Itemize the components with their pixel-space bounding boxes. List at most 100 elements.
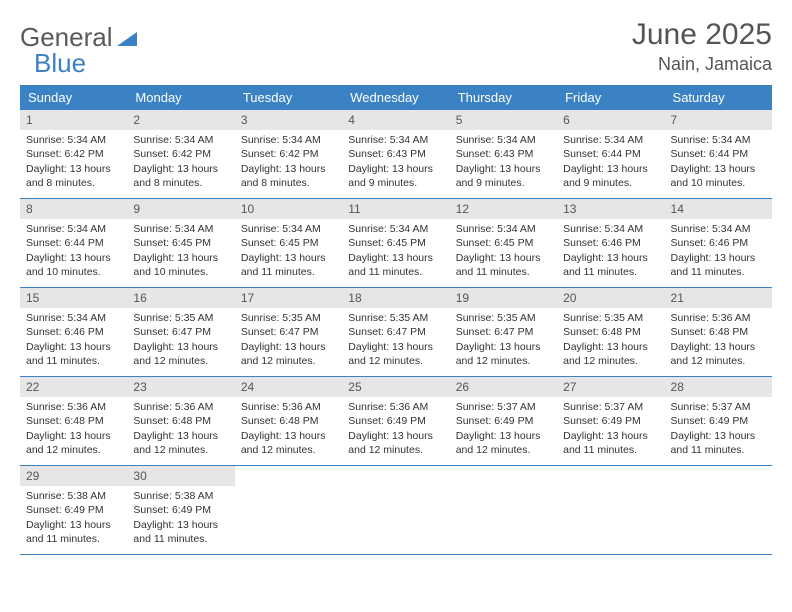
sunrise-line: Sunrise: 5:34 AM <box>671 222 766 236</box>
date-number: 1 <box>20 110 127 130</box>
sunset-line: Sunset: 6:47 PM <box>133 325 228 339</box>
date-number: 17 <box>235 288 342 308</box>
daylight-line: Daylight: 13 hours and 12 minutes. <box>456 340 551 368</box>
daylight-line: Daylight: 13 hours and 11 minutes. <box>456 251 551 279</box>
sunrise-line: Sunrise: 5:38 AM <box>26 489 121 503</box>
sunset-line: Sunset: 6:45 PM <box>348 236 443 250</box>
day-content: Sunrise: 5:34 AMSunset: 6:46 PMDaylight:… <box>557 221 664 283</box>
day-content: Sunrise: 5:37 AMSunset: 6:49 PMDaylight:… <box>665 399 772 461</box>
sunset-line: Sunset: 6:46 PM <box>26 325 121 339</box>
sunrise-line: Sunrise: 5:34 AM <box>133 222 228 236</box>
sunrise-line: Sunrise: 5:36 AM <box>671 311 766 325</box>
date-number: 30 <box>127 466 234 486</box>
sunrise-line: Sunrise: 5:35 AM <box>241 311 336 325</box>
day-cell: 15 Sunrise: 5:34 AMSunset: 6:46 PMDayligh… <box>20 288 127 376</box>
daylight-line: Daylight: 13 hours and 12 minutes. <box>133 429 228 457</box>
sunrise-line: Sunrise: 5:34 AM <box>671 133 766 147</box>
day-cell <box>235 466 342 554</box>
day-content: Sunrise: 5:34 AMSunset: 6:43 PMDaylight:… <box>450 132 557 194</box>
day-cell: 10Sunrise: 5:34 AMSunset: 6:45 PMDayligh… <box>235 199 342 287</box>
day-cell: 26Sunrise: 5:37 AMSunset: 6:49 PMDayligh… <box>450 377 557 465</box>
date-number: 28 <box>665 377 772 397</box>
week-row: 1Sunrise: 5:34 AMSunset: 6:42 PMDaylight… <box>20 110 772 199</box>
sunrise-line: Sunrise: 5:34 AM <box>26 222 121 236</box>
daylight-line: Daylight: 13 hours and 11 minutes. <box>26 518 121 546</box>
daylight-line: Daylight: 13 hours and 10 minutes. <box>671 162 766 190</box>
sunset-line: Sunset: 6:45 PM <box>456 236 551 250</box>
day-header: Friday <box>557 85 664 110</box>
day-cell: 23Sunrise: 5:36 AMSunset: 6:48 PMDayligh… <box>127 377 234 465</box>
daylight-line: Daylight: 13 hours and 11 minutes. <box>671 429 766 457</box>
sunrise-line: Sunrise: 5:37 AM <box>563 400 658 414</box>
sunrise-line: Sunrise: 5:35 AM <box>456 311 551 325</box>
day-content: Sunrise: 5:38 AMSunset: 6:49 PMDaylight:… <box>127 488 234 550</box>
day-content: Sunrise: 5:37 AMSunset: 6:49 PMDaylight:… <box>450 399 557 461</box>
title-block: June 2025 Nain, Jamaica <box>632 18 772 75</box>
day-cell: 30Sunrise: 5:38 AMSunset: 6:49 PMDayligh… <box>127 466 234 554</box>
sunrise-line: Sunrise: 5:34 AM <box>26 311 121 325</box>
day-content: Sunrise: 5:34 AMSunset: 6:46 PMDaylight:… <box>665 221 772 283</box>
daylight-line: Daylight: 13 hours and 11 minutes. <box>563 429 658 457</box>
daylight-line: Daylight: 13 hours and 8 minutes. <box>26 162 121 190</box>
date-number: 19 <box>450 288 557 308</box>
daylight-line: Daylight: 13 hours and 12 minutes. <box>241 429 336 457</box>
sunrise-line: Sunrise: 5:36 AM <box>348 400 443 414</box>
logo-text-blue: Blue <box>34 48 86 79</box>
date-number: 18 <box>342 288 449 308</box>
day-content: Sunrise: 5:35 AMSunset: 6:47 PMDaylight:… <box>235 310 342 372</box>
sunrise-line: Sunrise: 5:35 AM <box>348 311 443 325</box>
week-row: 29Sunrise: 5:38 AMSunset: 6:49 PMDayligh… <box>20 466 772 555</box>
day-content: Sunrise: 5:35 AMSunset: 6:47 PMDaylight:… <box>342 310 449 372</box>
day-content: Sunrise: 5:35 AMSunset: 6:48 PMDaylight:… <box>557 310 664 372</box>
header: General June 2025 Nain, Jamaica <box>20 18 772 75</box>
sunrise-line: Sunrise: 5:37 AM <box>456 400 551 414</box>
sunset-line: Sunset: 6:45 PM <box>133 236 228 250</box>
date-number: 15 <box>20 288 127 308</box>
sunrise-line: Sunrise: 5:34 AM <box>563 133 658 147</box>
day-content: Sunrise: 5:34 AMSunset: 6:45 PMDaylight:… <box>235 221 342 283</box>
daylight-line: Daylight: 13 hours and 11 minutes. <box>348 251 443 279</box>
day-header: Wednesday <box>342 85 449 110</box>
day-cell: 2Sunrise: 5:34 AMSunset: 6:42 PMDaylight… <box>127 110 234 198</box>
sunrise-line: Sunrise: 5:36 AM <box>133 400 228 414</box>
day-cell <box>557 466 664 554</box>
sunset-line: Sunset: 6:48 PM <box>241 414 336 428</box>
sunset-line: Sunset: 6:42 PM <box>26 147 121 161</box>
weeks-container: 1Sunrise: 5:34 AMSunset: 6:42 PMDaylight… <box>20 110 772 555</box>
date-number: 3 <box>235 110 342 130</box>
day-content: Sunrise: 5:36 AMSunset: 6:48 PMDaylight:… <box>235 399 342 461</box>
sunrise-line: Sunrise: 5:36 AM <box>241 400 336 414</box>
day-content: Sunrise: 5:36 AMSunset: 6:48 PMDaylight:… <box>665 310 772 372</box>
day-cell: 29Sunrise: 5:38 AMSunset: 6:49 PMDayligh… <box>20 466 127 554</box>
day-header: Tuesday <box>235 85 342 110</box>
sunset-line: Sunset: 6:46 PM <box>563 236 658 250</box>
day-cell: 20Sunrise: 5:35 AMSunset: 6:48 PMDayligh… <box>557 288 664 376</box>
sunset-line: Sunset: 6:43 PM <box>348 147 443 161</box>
day-cell: 21Sunrise: 5:36 AMSunset: 6:48 PMDayligh… <box>665 288 772 376</box>
month-year: June 2025 <box>632 18 772 52</box>
sunrise-line: Sunrise: 5:34 AM <box>456 133 551 147</box>
daylight-line: Daylight: 13 hours and 11 minutes. <box>671 251 766 279</box>
daylight-line: Daylight: 13 hours and 11 minutes. <box>133 518 228 546</box>
sunset-line: Sunset: 6:43 PM <box>456 147 551 161</box>
sunrise-line: Sunrise: 5:34 AM <box>241 133 336 147</box>
day-cell <box>450 466 557 554</box>
sunrise-line: Sunrise: 5:34 AM <box>456 222 551 236</box>
logo-triangle-icon <box>117 22 137 53</box>
date-number: 29 <box>20 466 127 486</box>
date-number: 21 <box>665 288 772 308</box>
day-content: Sunrise: 5:35 AMSunset: 6:47 PMDaylight:… <box>450 310 557 372</box>
day-content: Sunrise: 5:34 AMSunset: 6:42 PMDaylight:… <box>20 132 127 194</box>
day-content: Sunrise: 5:36 AMSunset: 6:49 PMDaylight:… <box>342 399 449 461</box>
day-content: Sunrise: 5:34 AMSunset: 6:44 PMDaylight:… <box>20 221 127 283</box>
sunset-line: Sunset: 6:44 PM <box>671 147 766 161</box>
date-number: 2 <box>127 110 234 130</box>
sunset-line: Sunset: 6:48 PM <box>133 414 228 428</box>
week-row: 22Sunrise: 5:36 AMSunset: 6:48 PMDayligh… <box>20 377 772 466</box>
day-cell: 5Sunrise: 5:34 AMSunset: 6:43 PMDaylight… <box>450 110 557 198</box>
sunrise-line: Sunrise: 5:34 AM <box>133 133 228 147</box>
day-content: Sunrise: 5:35 AMSunset: 6:47 PMDaylight:… <box>127 310 234 372</box>
day-cell: 12Sunrise: 5:34 AMSunset: 6:45 PMDayligh… <box>450 199 557 287</box>
day-cell: 13Sunrise: 5:34 AMSunset: 6:46 PMDayligh… <box>557 199 664 287</box>
daylight-line: Daylight: 13 hours and 11 minutes. <box>26 340 121 368</box>
